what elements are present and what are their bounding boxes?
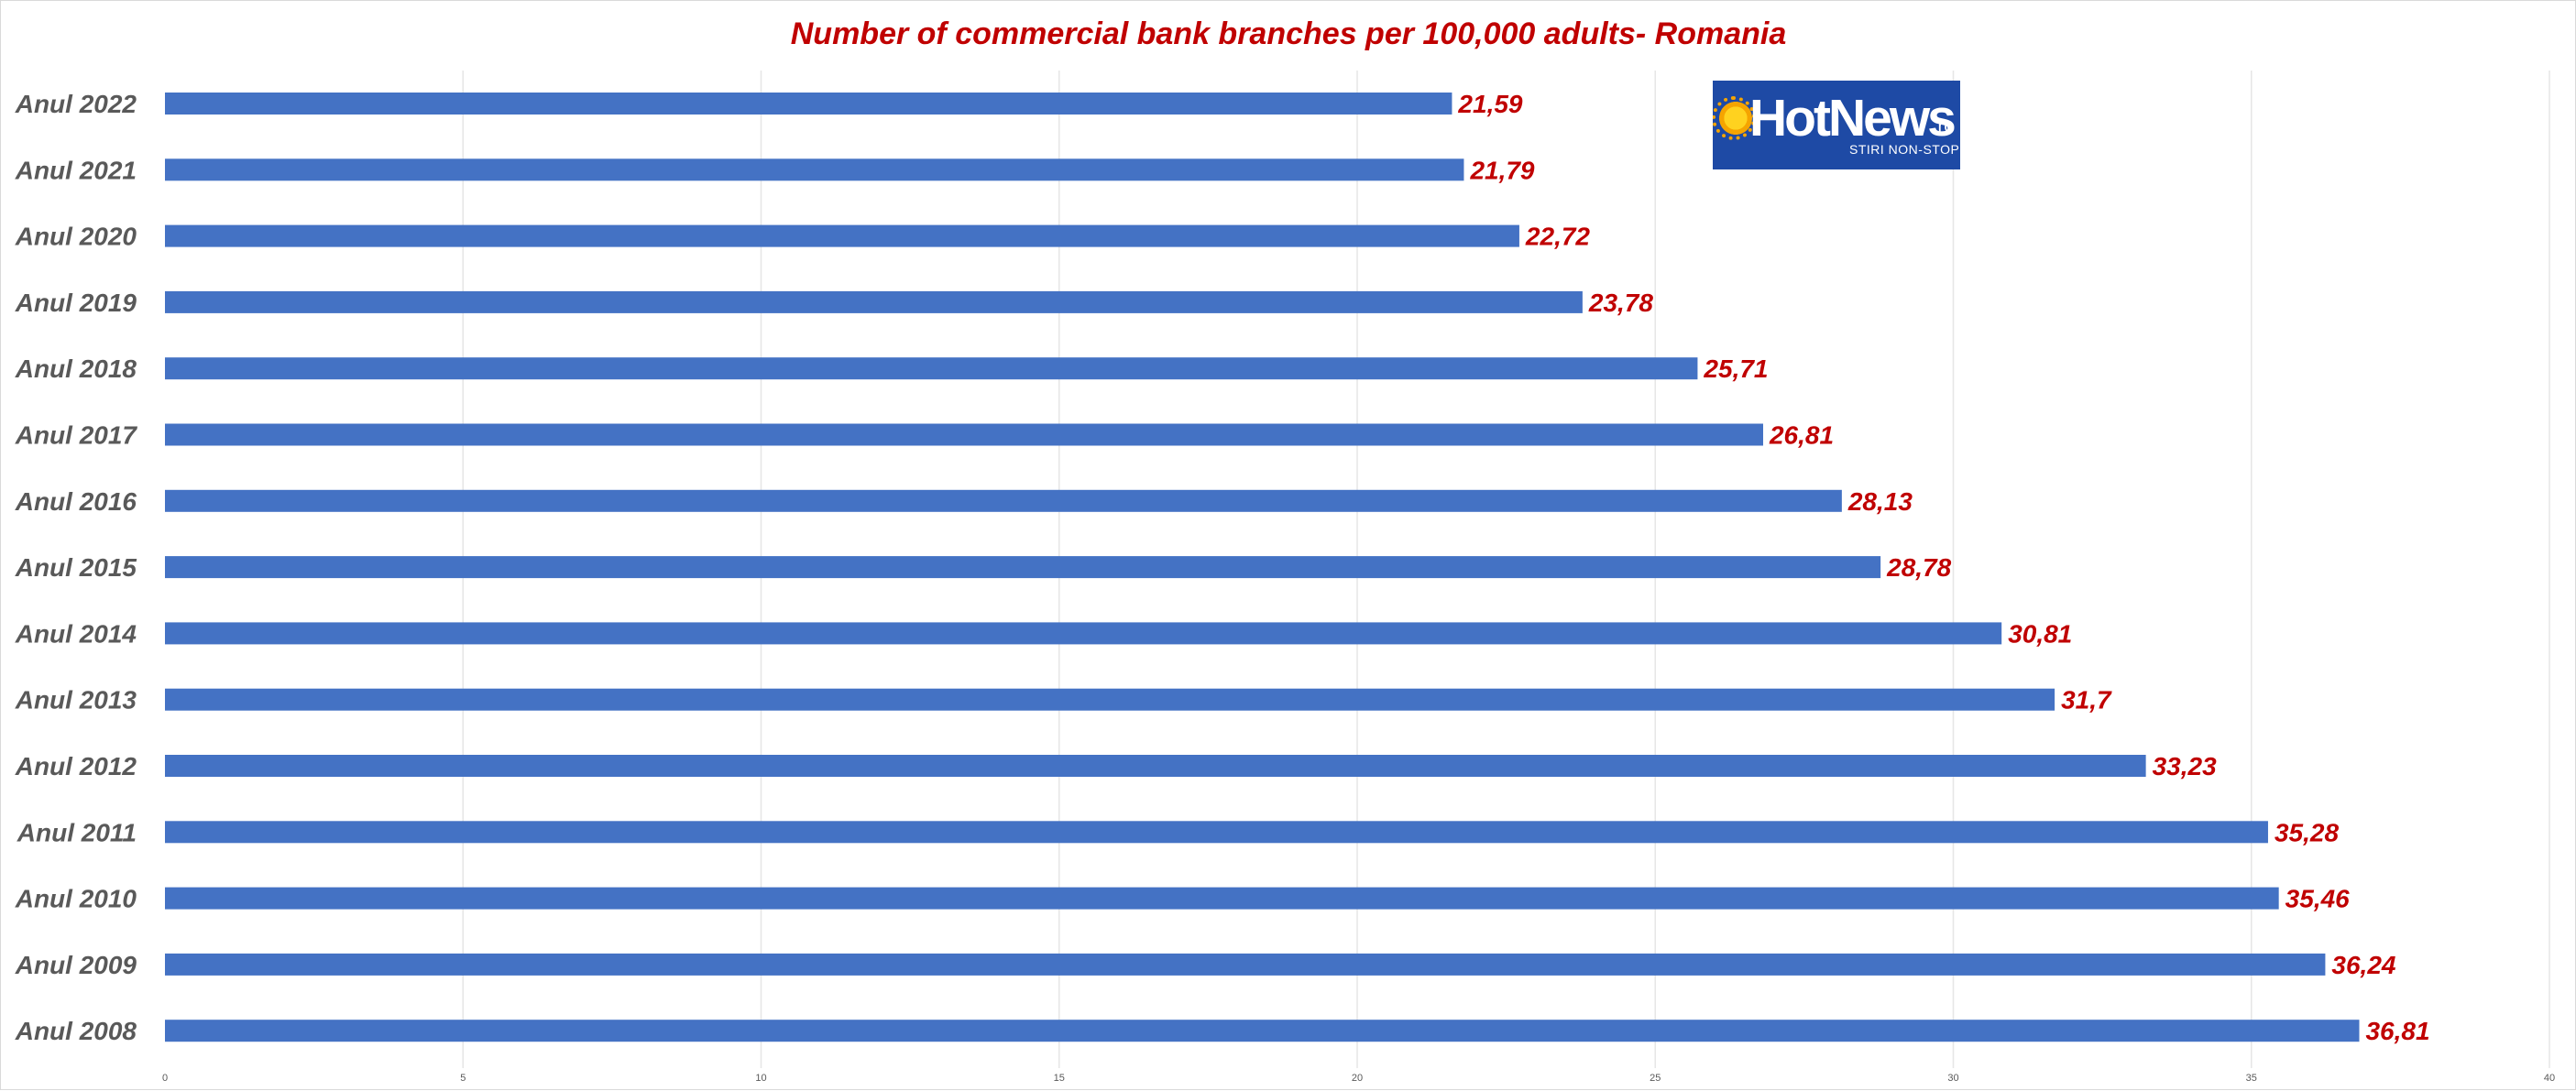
data-label: 25,71	[1703, 355, 1768, 383]
data-label: 35,28	[2275, 818, 2339, 846]
category-label: Anul 2018	[15, 355, 137, 383]
x-tick-label: 10	[755, 1073, 766, 1084]
sun-icon	[1713, 96, 1756, 140]
x-tick-label: 35	[2246, 1073, 2257, 1084]
data-label: 26,81	[1769, 421, 1834, 450]
data-label: 28,13	[1847, 487, 1913, 516]
x-tick-label: 40	[2544, 1073, 2555, 1084]
category-label: Anul 2011	[16, 818, 137, 846]
x-tick-label: 15	[1054, 1073, 1065, 1084]
category-label: Anul 2009	[15, 951, 137, 979]
category-label: Anul 2022	[15, 90, 137, 118]
category-label: Anul 2020	[15, 223, 137, 251]
bar	[165, 556, 1881, 579]
data-labels: 21,59 21,79 22,72 23,78 25,71 26,81 28,13 28,78…	[1457, 90, 2429, 1045]
bar	[165, 755, 2146, 777]
category-label: Anul 2013	[15, 686, 137, 715]
bar	[165, 158, 1464, 181]
bar	[165, 1020, 2360, 1042]
category-label: Anul 2015	[15, 553, 137, 582]
category-label: Anul 2021	[15, 156, 137, 184]
bar	[165, 688, 2055, 711]
data-label: 30,81	[2008, 619, 2072, 648]
x-axis-ticks: 0 5 10 15 20 25 30 35 40	[162, 1073, 2555, 1084]
data-label: 21,79	[1469, 156, 1534, 184]
bar	[165, 821, 2268, 844]
data-label: 22,72	[1525, 223, 1590, 251]
bar	[165, 357, 1698, 380]
data-label: 23,78	[1588, 289, 1653, 317]
bar	[165, 887, 2279, 910]
x-tick-label: 30	[1947, 1073, 1958, 1084]
data-label: 28,78	[1886, 553, 1951, 582]
bar	[165, 224, 1519, 247]
data-label: 36,24	[2331, 951, 2395, 979]
category-label: Anul 2010	[15, 885, 137, 913]
data-label: 35,46	[2286, 885, 2350, 913]
x-tick-label: 20	[1352, 1073, 1363, 1084]
category-label: Anul 2014	[15, 619, 137, 648]
data-label: 31,7	[2061, 686, 2112, 715]
chart-title: Number of commercial bank branches per 1…	[791, 16, 1787, 51]
data-label: 36,81	[2365, 1017, 2429, 1045]
category-label: Anul 2019	[15, 289, 137, 317]
category-label: Anul 2012	[15, 752, 137, 780]
data-label: 33,23	[2153, 752, 2217, 780]
category-label: Anul 2017	[15, 421, 138, 450]
data-label: 21,59	[1457, 90, 1522, 118]
logo-tld: .ro	[1933, 116, 1955, 136]
bars	[165, 93, 2360, 1042]
bar	[165, 290, 1583, 313]
x-tick-label: 5	[460, 1073, 466, 1084]
category-label: Anul 2008	[15, 1017, 137, 1045]
logo-brand: HotNews	[1749, 89, 1957, 147]
bar	[165, 622, 2002, 645]
bar	[165, 423, 1763, 446]
category-labels: Anul 2022 Anul 2021 Anul 2020 Anul 2019 Anul…	[15, 90, 138, 1045]
hotnews-logo: HotNews .ro STIRI NON-STOP	[1713, 81, 1960, 169]
x-tick-label: 0	[162, 1073, 168, 1084]
bar	[165, 953, 2326, 976]
bar	[165, 93, 1452, 115]
category-label: Anul 2016	[15, 487, 137, 516]
bar	[165, 489, 1842, 512]
x-tick-label: 25	[1650, 1073, 1661, 1084]
logo-tagline: STIRI NON-STOP	[1849, 142, 1960, 157]
